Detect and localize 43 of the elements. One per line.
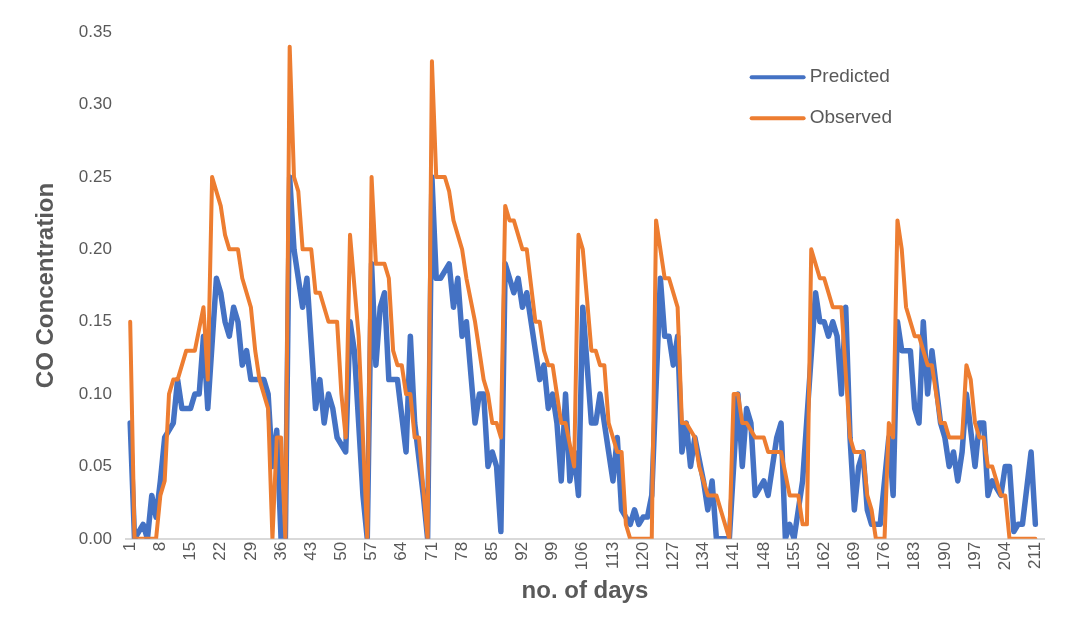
legend-label: Observed [809, 106, 892, 128]
y-tick-label: 0.30 [78, 94, 112, 114]
x-tick-label: 190 [934, 541, 954, 571]
x-tick-label: 57 [361, 541, 381, 561]
y-tick-label: 0.15 [78, 311, 112, 331]
x-tick-label: 50 [331, 541, 351, 561]
y-tick-label: 0.25 [78, 166, 112, 186]
x-tick-label: 15 [180, 541, 200, 561]
x-tick-label: 1 [119, 541, 139, 552]
x-tick-label: 141 [723, 541, 743, 571]
y-tick-label: 0.10 [78, 383, 112, 403]
x-tick-label: 113 [602, 541, 622, 569]
x-tick-label: 134 [693, 541, 713, 571]
x-tick-label: 162 [813, 541, 833, 571]
x-tick-label: 85 [481, 541, 501, 561]
x-tick-label: 71 [421, 541, 441, 561]
x-tick-label: 64 [391, 541, 411, 561]
x-tick-label: 29 [240, 541, 260, 561]
y-tick-label: 0.05 [78, 456, 112, 476]
x-tick-label: 155 [783, 541, 803, 571]
x-tick-label: 8 [150, 541, 170, 552]
x-tick-label: 78 [451, 541, 471, 561]
x-tick-label: 204 [994, 541, 1014, 571]
x-tick-label: 148 [753, 541, 773, 571]
y-axis-title: CO Concentration [31, 182, 59, 389]
x-tick-label: 36 [270, 541, 290, 561]
x-tick-label: 211 [1025, 541, 1045, 569]
x-tick-label: 106 [572, 541, 592, 571]
x-axis-title: no. of days [521, 576, 649, 604]
x-tick-label: 127 [662, 541, 682, 571]
x-tick-label: 92 [512, 541, 532, 561]
x-tick-label: 22 [210, 541, 230, 561]
x-tick-label: 169 [844, 541, 864, 571]
x-tick-label: 43 [300, 541, 320, 561]
legend-label: Predicted [809, 65, 890, 87]
x-tick-label: 197 [964, 541, 984, 571]
x-tick-label: 120 [632, 541, 652, 571]
x-tick-label: 183 [904, 541, 924, 571]
y-tick-label: 0.20 [78, 239, 112, 259]
x-tick-label: 176 [874, 541, 894, 571]
x-tick-label: 99 [542, 541, 562, 561]
y-tick-label: 0.00 [78, 528, 112, 548]
y-tick-label: 0.35 [78, 21, 112, 41]
